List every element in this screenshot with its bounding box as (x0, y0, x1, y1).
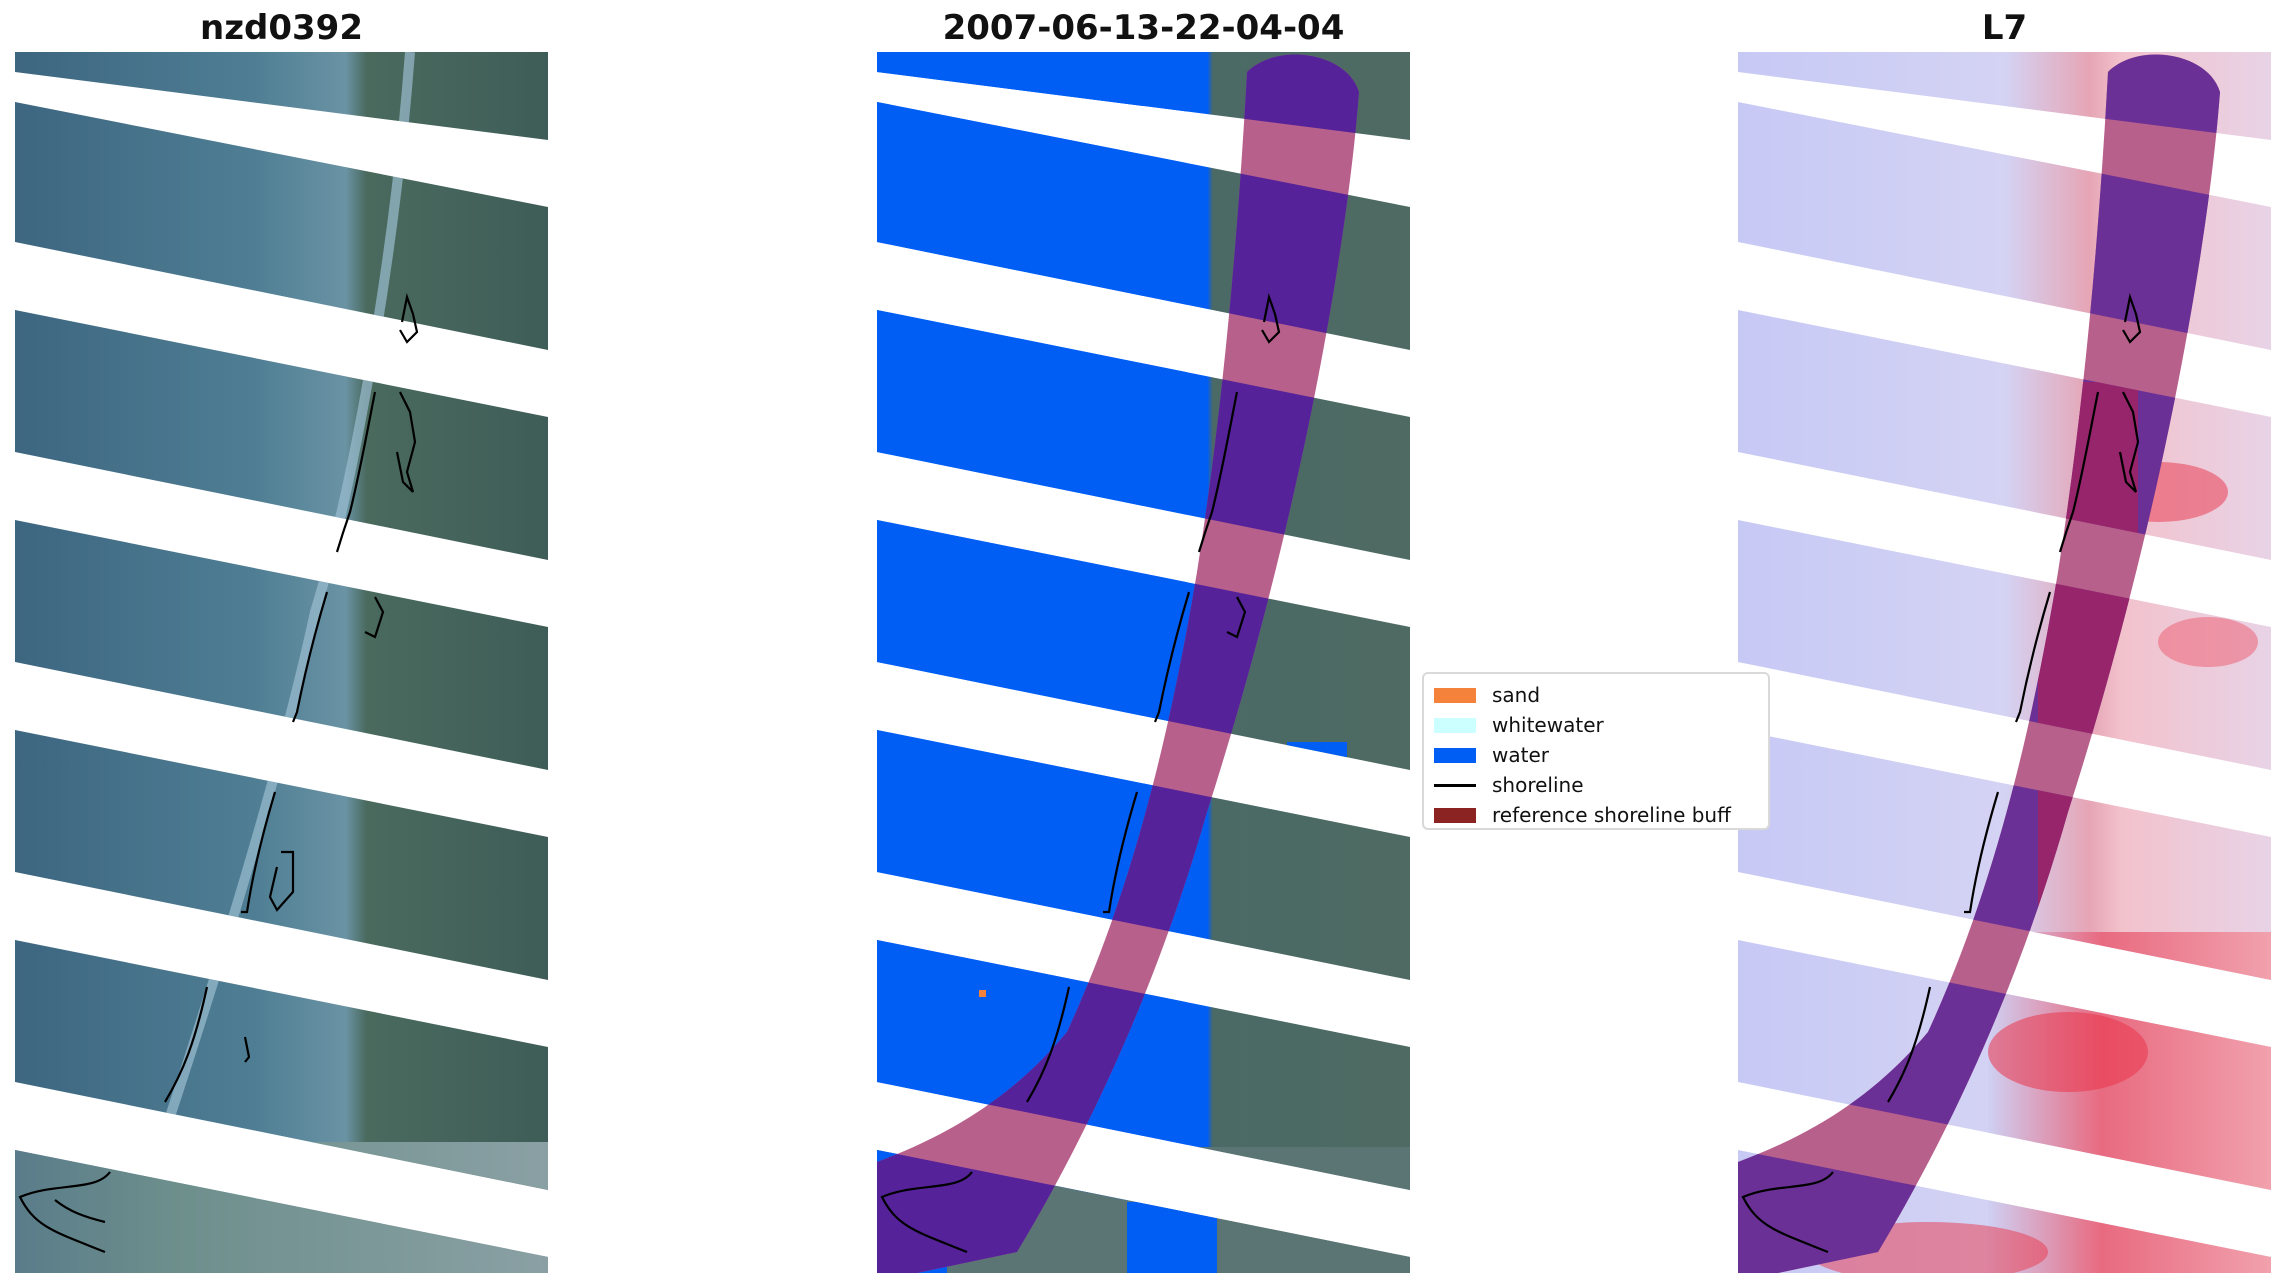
sand-pixel (979, 990, 986, 997)
legend-item-buffer: reference shoreline buff (1424, 800, 1768, 828)
sand-swatch (1434, 687, 1476, 703)
mndwi-panel (1738, 52, 2271, 1273)
legend-label-shoreline: shoreline (1492, 773, 1584, 797)
legend-label-whitewater: whitewater (1492, 713, 1604, 737)
legend-item-shoreline: shoreline (1424, 770, 1768, 800)
classification-image (877, 52, 1410, 1273)
shoreline-line-swatch (1434, 783, 1476, 787)
legend-item-water: water (1424, 740, 1768, 770)
mndwi-image (1738, 52, 2271, 1273)
whitewater-swatch (1434, 717, 1476, 733)
legend-label-sand: sand (1492, 683, 1541, 707)
rgb-image-panel (15, 52, 548, 1273)
water-swatch (1434, 747, 1476, 763)
panel-title-rgb: nzd0392 (200, 8, 363, 48)
legend-item-whitewater: whitewater (1424, 710, 1768, 740)
legend-item-sand: sand (1424, 680, 1768, 710)
panel-title-sensor: L7 (1981, 8, 2028, 48)
shoreline-contours (18, 292, 419, 1254)
legend-label-water: water (1492, 743, 1549, 767)
buffer-swatch (1434, 807, 1476, 823)
legend-label-buffer: reference shoreline buff (1492, 803, 1731, 827)
shoreline-contours-2 (880, 292, 1281, 1254)
legend: sand whitewater water shoreline referenc… (1422, 672, 1770, 830)
rgb-image (15, 52, 548, 1273)
shoreline-contours-3 (1741, 292, 2142, 1254)
panel-title-date: 2007-06-13-22-04-04 (942, 8, 1345, 48)
classification-panel (877, 52, 1410, 1273)
